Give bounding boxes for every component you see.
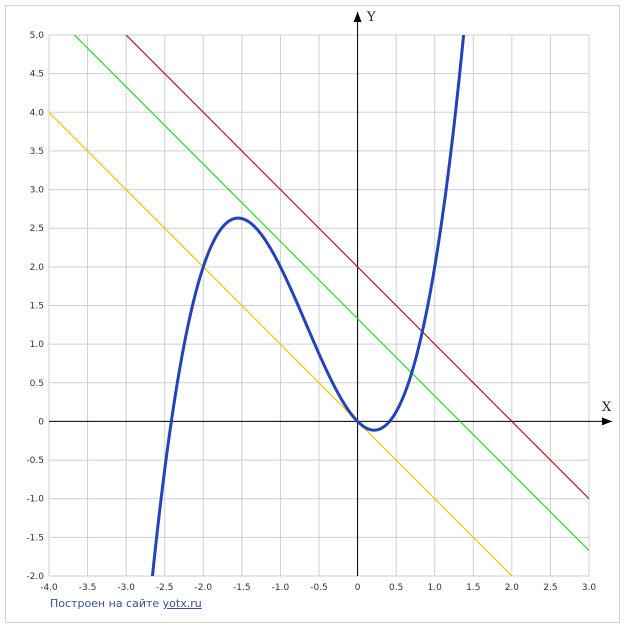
y-tick-label: 0 [38,417,44,427]
x-tick-label: -1.0 [272,583,290,593]
y-tick-label: 0.5 [30,379,44,389]
x-tick-label: 0 [355,583,361,593]
x-tick-label: -2.0 [195,583,213,593]
y-tick-label: 1.0 [30,340,45,350]
x-tick-label: 1.0 [428,583,443,593]
x-tick-label: 1.5 [466,583,480,593]
x-tick-label: 0.5 [389,583,403,593]
x-axis-arrow-icon [602,417,612,426]
x-tick-labels: -4.0 -3.5 -3.0 -2.5 -2.0 -1.5 -1.0 -0.5 0 0.5 1.0 1… [40,583,596,593]
y-tick-label: 3.0 [30,186,45,196]
y-tick-label: 2.0 [30,263,45,273]
y-tick-label: 4.0 [30,108,45,118]
y-tick-label: 3.5 [30,147,44,157]
x-tick-label: -4.0 [40,583,58,593]
chart-frame [5,5,620,623]
line-series [49,111,513,576]
y-tick-label: -1.5 [26,533,44,543]
site-link[interactable]: yotx.ru [162,597,202,610]
x-tick-label: -2.5 [156,583,174,593]
y-tick-label: -0.5 [26,456,44,466]
y-tick-label: -2.0 [26,572,44,582]
grid-lines [48,34,590,577]
y-axis-arrow-icon [353,12,362,22]
line-series [125,35,589,500]
cubic-curve [150,35,466,576]
x-axis-label: X [602,400,612,415]
coordinate-axes [49,12,612,576]
site-credit: Построен на сайте yotx.ru [50,597,202,610]
y-tick-label: 2.5 [30,224,44,234]
y-axis-label: Y [366,10,376,25]
plot-series [49,35,589,576]
y-tick-labels: -2.0 -1.5 -1.0 -0.5 0 0.5 1.0 1.5 2.0 2.5 3.0 3.5 4.… [26,31,44,582]
x-tick-label: -3.5 [79,583,97,593]
x-tick-label: -1.5 [233,583,251,593]
x-tick-label: 2.5 [543,583,557,593]
y-tick-label: 5.0 [30,31,45,41]
x-tick-label: -0.5 [310,583,328,593]
x-tick-label: 2.0 [505,583,520,593]
y-tick-label: 4.5 [30,70,44,80]
line-series [73,35,589,552]
x-tick-label: 3.0 [582,583,597,593]
y-tick-label: 1.5 [30,302,44,312]
credit-text: Построен на сайте [50,597,163,610]
y-tick-label: -1.0 [26,495,44,505]
x-tick-label: -3.0 [117,583,135,593]
